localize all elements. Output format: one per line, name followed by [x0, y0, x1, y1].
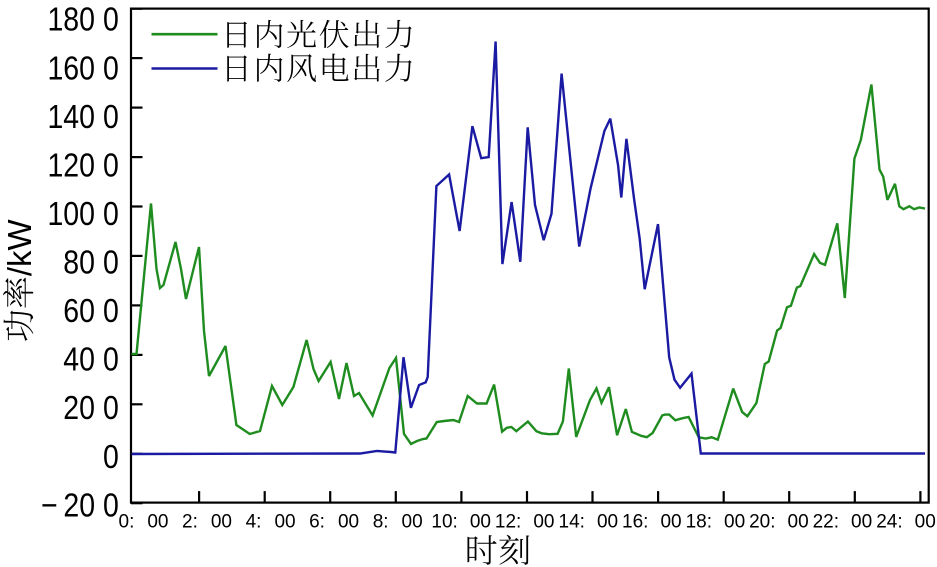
- svg-text:400: 40 0: [63, 340, 119, 378]
- svg-text:0: 0: [103, 438, 119, 476]
- svg-text:200: 20 0: [63, 389, 119, 427]
- svg-text:/kW: /kW: [1, 218, 38, 276]
- svg-text:−200: −20 0: [41, 486, 119, 524]
- svg-text:600: 60 0: [63, 292, 119, 330]
- svg-text:800: 80 0: [63, 243, 119, 281]
